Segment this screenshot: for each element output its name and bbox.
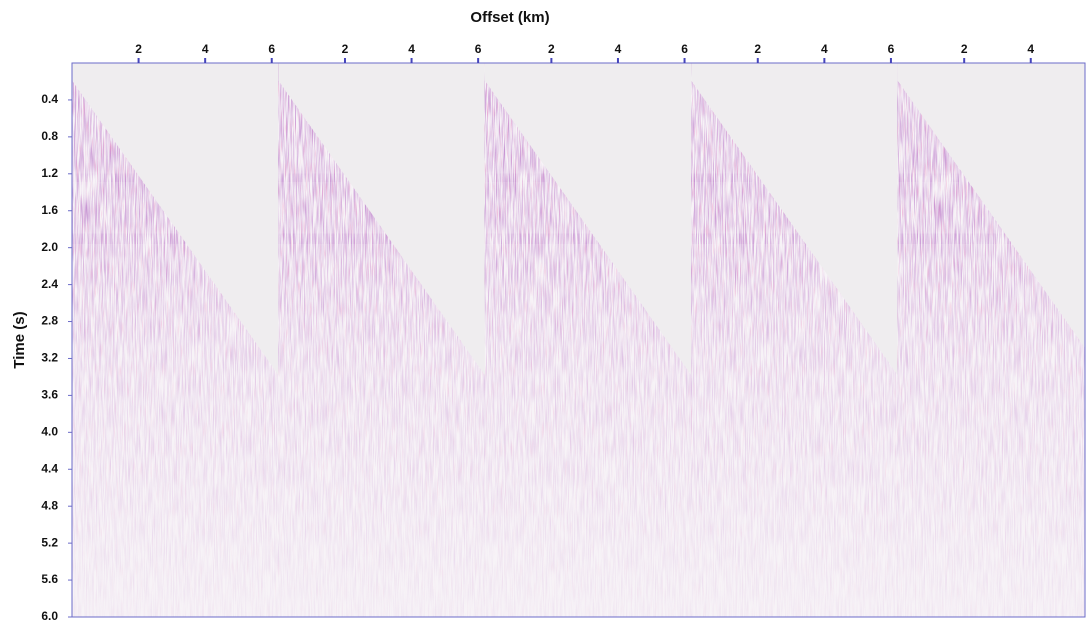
chart: Offset (km) Time (s) 0.4 0.8 1.2 1.6 2.0 2.4 2… (0, 0, 1087, 622)
y-tick-label: 1.2 (41, 166, 58, 180)
reflector (278, 174, 340, 182)
reflector (485, 234, 599, 244)
gather-panel (691, 63, 897, 617)
x-tick-label: 2 (754, 42, 761, 56)
x-tick-label: 4 (615, 42, 622, 56)
reflector (898, 174, 960, 182)
y-tick-label: 2.8 (41, 314, 58, 328)
y-tick-label: 6.0 (41, 609, 58, 622)
x-tick-label: 6 (268, 42, 275, 56)
gather-panel (485, 63, 691, 617)
y-tick-label: 4.8 (41, 498, 58, 512)
y-tick-label: 5.2 (41, 535, 58, 549)
x-tick-label: 6 (475, 42, 482, 56)
x-tick-label: 2 (961, 42, 968, 56)
gather-panel (898, 63, 1087, 617)
reflector (691, 174, 753, 182)
panels (72, 63, 1087, 617)
x-tick-label: 4 (821, 42, 828, 56)
reflector (485, 174, 547, 182)
reflector (278, 234, 392, 244)
y-tick-label: 2.0 (41, 240, 58, 254)
x-tick-label: 2 (135, 42, 142, 56)
y-tick-label: 1.6 (41, 203, 58, 217)
x-tick-label: 4 (1027, 42, 1034, 56)
x-tick-label: 6 (681, 42, 688, 56)
x-tick-label: 2 (342, 42, 349, 56)
y-tick-label: 5.6 (41, 572, 58, 586)
x-axis-label: Offset (km) (470, 9, 549, 26)
reflector (898, 234, 1012, 244)
reflector (72, 234, 186, 244)
y-tick-label: 2.4 (41, 277, 58, 291)
y-tick-label: 3.2 (41, 351, 58, 365)
y-tick-label: 4.4 (41, 461, 58, 475)
x-tick-label: 4 (202, 42, 209, 56)
x-tick-label: 2 (548, 42, 555, 56)
reflector (72, 174, 134, 182)
gather-panel (72, 63, 278, 617)
y-tick-label: 0.4 (41, 92, 58, 106)
y-axis-label: Time (s) (11, 311, 28, 368)
x-tick-label: 6 (888, 42, 895, 56)
y-tick-label: 4.0 (41, 425, 58, 439)
x-tick-label: 4 (408, 42, 415, 56)
y-tick-label: 0.8 (41, 129, 58, 143)
reflector (691, 234, 805, 244)
y-tick-label: 3.6 (41, 388, 58, 402)
gather-panel (278, 63, 484, 617)
